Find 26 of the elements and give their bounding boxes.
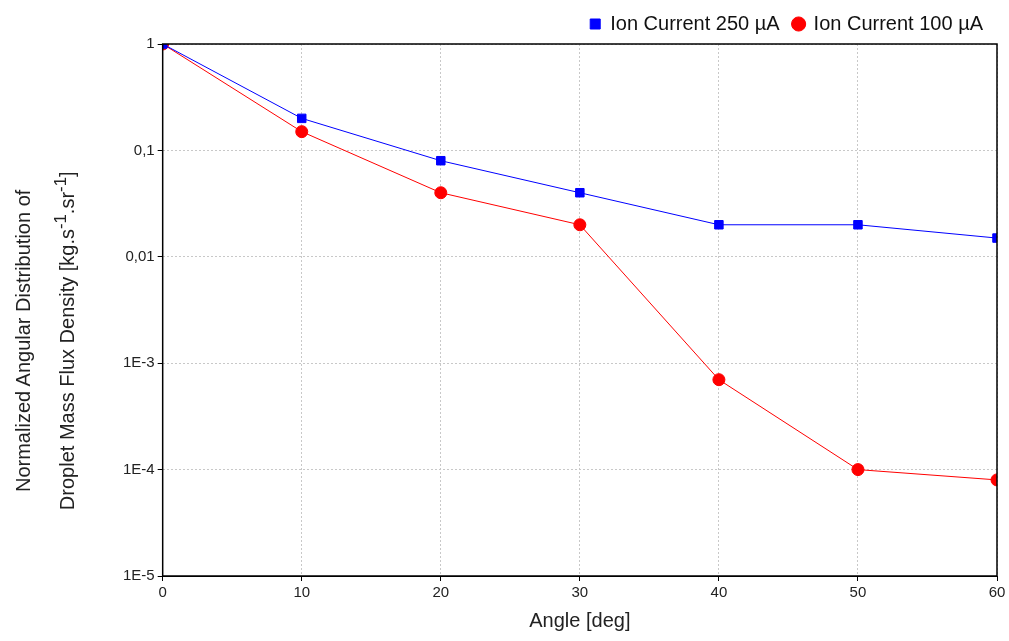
point: [573, 218, 587, 232]
point: [295, 125, 309, 139]
point: [714, 220, 724, 230]
point: [712, 373, 726, 387]
point: [436, 155, 446, 166]
point: [851, 463, 865, 477]
legend-label: Ion Current 100 µA: [813, 11, 984, 34]
x-tick-label: 50: [849, 583, 867, 601]
y-tick-label: 0,01: [125, 246, 155, 264]
y-tick-label: 1E-3: [123, 353, 155, 371]
x-tick-label: 60: [988, 583, 1006, 601]
x-axis-title: Angle [deg]: [529, 608, 631, 631]
x-tick-label: 30: [571, 583, 589, 601]
point: [297, 113, 307, 124]
x-tick-label: 0: [158, 583, 167, 601]
y-tick-label: 1E-5: [123, 566, 155, 584]
x-tick-label: 10: [293, 583, 311, 601]
point: [575, 188, 585, 198]
legend-label: Ion Current 250 µA: [610, 11, 781, 34]
x-tick-label: 40: [710, 583, 728, 601]
y-tick-label: 0,1: [133, 140, 155, 158]
y-tick-label: 1E-4: [123, 459, 155, 477]
x-tick-label: 20: [432, 583, 450, 601]
point: [434, 186, 448, 200]
y-tick-label: 1: [146, 34, 155, 52]
point: [853, 220, 863, 230]
